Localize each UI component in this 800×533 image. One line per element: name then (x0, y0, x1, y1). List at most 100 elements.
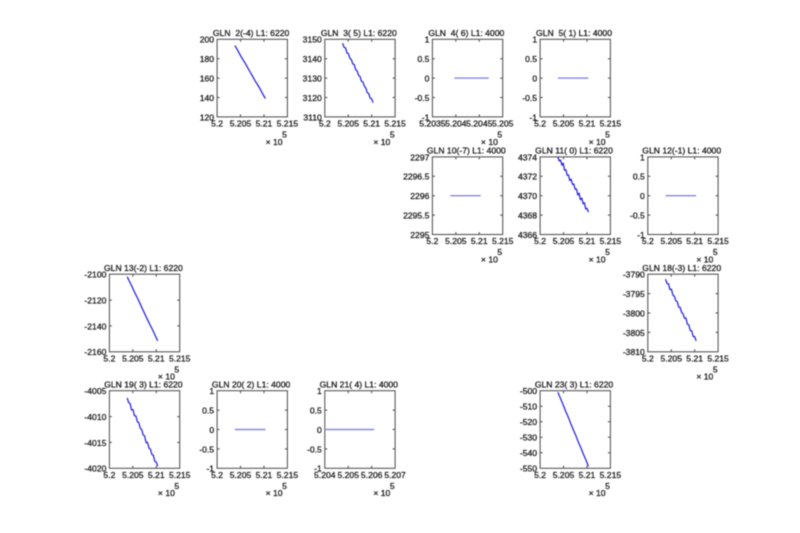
svg-text:-3810: -3810 (623, 347, 645, 357)
svg-text:5.205: 5.205 (445, 236, 467, 246)
svg-text:5.215: 5.215 (600, 236, 622, 246)
svg-text:0.5: 0.5 (417, 54, 429, 64)
svg-text:-1: -1 (422, 112, 430, 122)
svg-text:× 10: × 10 (589, 488, 606, 498)
svg-text:5.205: 5.205 (660, 353, 682, 363)
svg-text:5.204: 5.204 (445, 119, 467, 129)
svg-text:3110: 3110 (303, 112, 322, 122)
svg-text:5.215: 5.215 (600, 119, 622, 129)
svg-text:5.205: 5.205 (230, 119, 252, 129)
svg-text:5.205: 5.205 (337, 119, 359, 129)
svg-text:-4005: -4005 (84, 386, 106, 396)
svg-text:5.21: 5.21 (686, 353, 703, 363)
svg-text:5.215: 5.215 (707, 236, 729, 246)
svg-text:-0.5: -0.5 (307, 444, 322, 454)
svg-text:5: 5 (282, 130, 287, 140)
svg-text:5.205: 5.205 (553, 470, 575, 480)
svg-text:2295: 2295 (410, 230, 429, 240)
svg-text:3140: 3140 (303, 54, 322, 64)
svg-text:GLN 2(-4) L1: 6220: GLN 2(-4) L1: 6220 (213, 28, 290, 38)
svg-text:2296: 2296 (410, 191, 429, 201)
svg-text:-500: -500 (520, 386, 537, 396)
svg-text:5: 5 (497, 247, 502, 257)
svg-text:3130: 3130 (303, 74, 322, 84)
svg-text:5.21: 5.21 (363, 119, 380, 129)
svg-text:5.215: 5.215 (277, 470, 299, 480)
svg-text:5.21: 5.21 (256, 470, 273, 480)
svg-text:0.5: 0.5 (525, 54, 537, 64)
svg-text:5: 5 (174, 364, 179, 374)
svg-text:5.2: 5.2 (319, 119, 331, 129)
svg-text:× 10: × 10 (589, 137, 606, 147)
svg-text:× 10: × 10 (373, 488, 390, 498)
svg-text:5: 5 (713, 364, 718, 374)
svg-text:5.21: 5.21 (148, 470, 165, 480)
svg-text:5.205: 5.205 (122, 470, 144, 480)
svg-text:5: 5 (605, 247, 610, 257)
svg-text:2295.5: 2295.5 (403, 211, 430, 221)
svg-text:5.205: 5.205 (553, 119, 575, 129)
svg-text:× 10: × 10 (266, 488, 283, 498)
svg-text:-4020: -4020 (84, 464, 106, 474)
svg-text:5.205: 5.205 (660, 236, 682, 246)
svg-text:5.205: 5.205 (122, 353, 144, 363)
svg-text:-3800: -3800 (623, 308, 645, 318)
svg-text:-2100: -2100 (84, 270, 106, 280)
svg-text:0: 0 (425, 74, 430, 84)
svg-text:5.205: 5.205 (230, 470, 252, 480)
svg-text:5.2: 5.2 (103, 353, 115, 363)
svg-text:5.21: 5.21 (579, 236, 596, 246)
svg-text:5.215: 5.215 (277, 119, 299, 129)
svg-text:× 10: × 10 (589, 254, 606, 264)
svg-text:GLN 5( 1) L1: 4000: GLN 5( 1) L1: 4000 (536, 28, 612, 38)
svg-text:5: 5 (605, 481, 610, 491)
svg-text:5.2: 5.2 (211, 470, 223, 480)
svg-text:160: 160 (200, 74, 215, 84)
svg-text:× 10: × 10 (696, 372, 713, 382)
svg-text:1: 1 (317, 386, 322, 396)
svg-text:-1: -1 (206, 464, 214, 474)
svg-text:GLN 23( 3) L1: 6220: GLN 23( 3) L1: 6220 (535, 380, 614, 390)
svg-text:-520: -520 (520, 417, 537, 427)
svg-text:-2160: -2160 (84, 347, 106, 357)
svg-text:GLN 4( 6) L1: 4000: GLN 4( 6) L1: 4000 (428, 28, 504, 38)
svg-text:GLN 21( 4) L1: 4000: GLN 21( 4) L1: 4000 (320, 380, 399, 390)
svg-text:5.21: 5.21 (686, 236, 703, 246)
svg-text:5.2: 5.2 (103, 470, 115, 480)
svg-text:-540: -540 (520, 448, 537, 458)
svg-text:4366: 4366 (518, 230, 537, 240)
svg-text:0.5: 0.5 (633, 172, 645, 182)
svg-text:5.2: 5.2 (534, 470, 546, 480)
svg-text:5.2: 5.2 (642, 236, 654, 246)
svg-text:140: 140 (200, 93, 215, 103)
svg-text:5: 5 (174, 481, 179, 491)
svg-text:200: 200 (200, 35, 215, 45)
svg-text:120: 120 (200, 112, 215, 122)
svg-text:0.5: 0.5 (310, 406, 322, 416)
svg-text:-4015: -4015 (84, 438, 106, 448)
svg-text:5.21: 5.21 (579, 119, 596, 129)
svg-text:4374: 4374 (518, 152, 537, 162)
svg-text:5.2: 5.2 (642, 353, 654, 363)
svg-text:1: 1 (209, 386, 214, 396)
svg-text:5.2: 5.2 (534, 119, 546, 129)
svg-text:0: 0 (640, 191, 645, 201)
svg-text:GLN 20( 2) L1: 4000: GLN 20( 2) L1: 4000 (212, 380, 291, 390)
svg-text:2296.5: 2296.5 (403, 172, 430, 182)
svg-text:5.2: 5.2 (534, 236, 546, 246)
svg-text:5.215: 5.215 (169, 353, 191, 363)
svg-text:GLN 19( 3) L1: 6220: GLN 19( 3) L1: 6220 (104, 380, 183, 390)
svg-text:-3795: -3795 (623, 289, 645, 299)
svg-text:GLN 3( 5) L1: 6220: GLN 3( 5) L1: 6220 (321, 28, 397, 38)
svg-text:× 10: × 10 (696, 254, 713, 264)
svg-text:5.215: 5.215 (600, 470, 622, 480)
svg-text:-2140: -2140 (84, 321, 106, 331)
svg-text:5.21: 5.21 (471, 236, 488, 246)
svg-text:1: 1 (425, 35, 430, 45)
svg-text:5.205: 5.205 (553, 236, 575, 246)
svg-text:-1: -1 (529, 112, 537, 122)
svg-text:2297: 2297 (410, 152, 429, 162)
svg-text:5.21: 5.21 (256, 119, 273, 129)
svg-text:5.215: 5.215 (384, 119, 406, 129)
svg-text:0: 0 (317, 425, 322, 435)
